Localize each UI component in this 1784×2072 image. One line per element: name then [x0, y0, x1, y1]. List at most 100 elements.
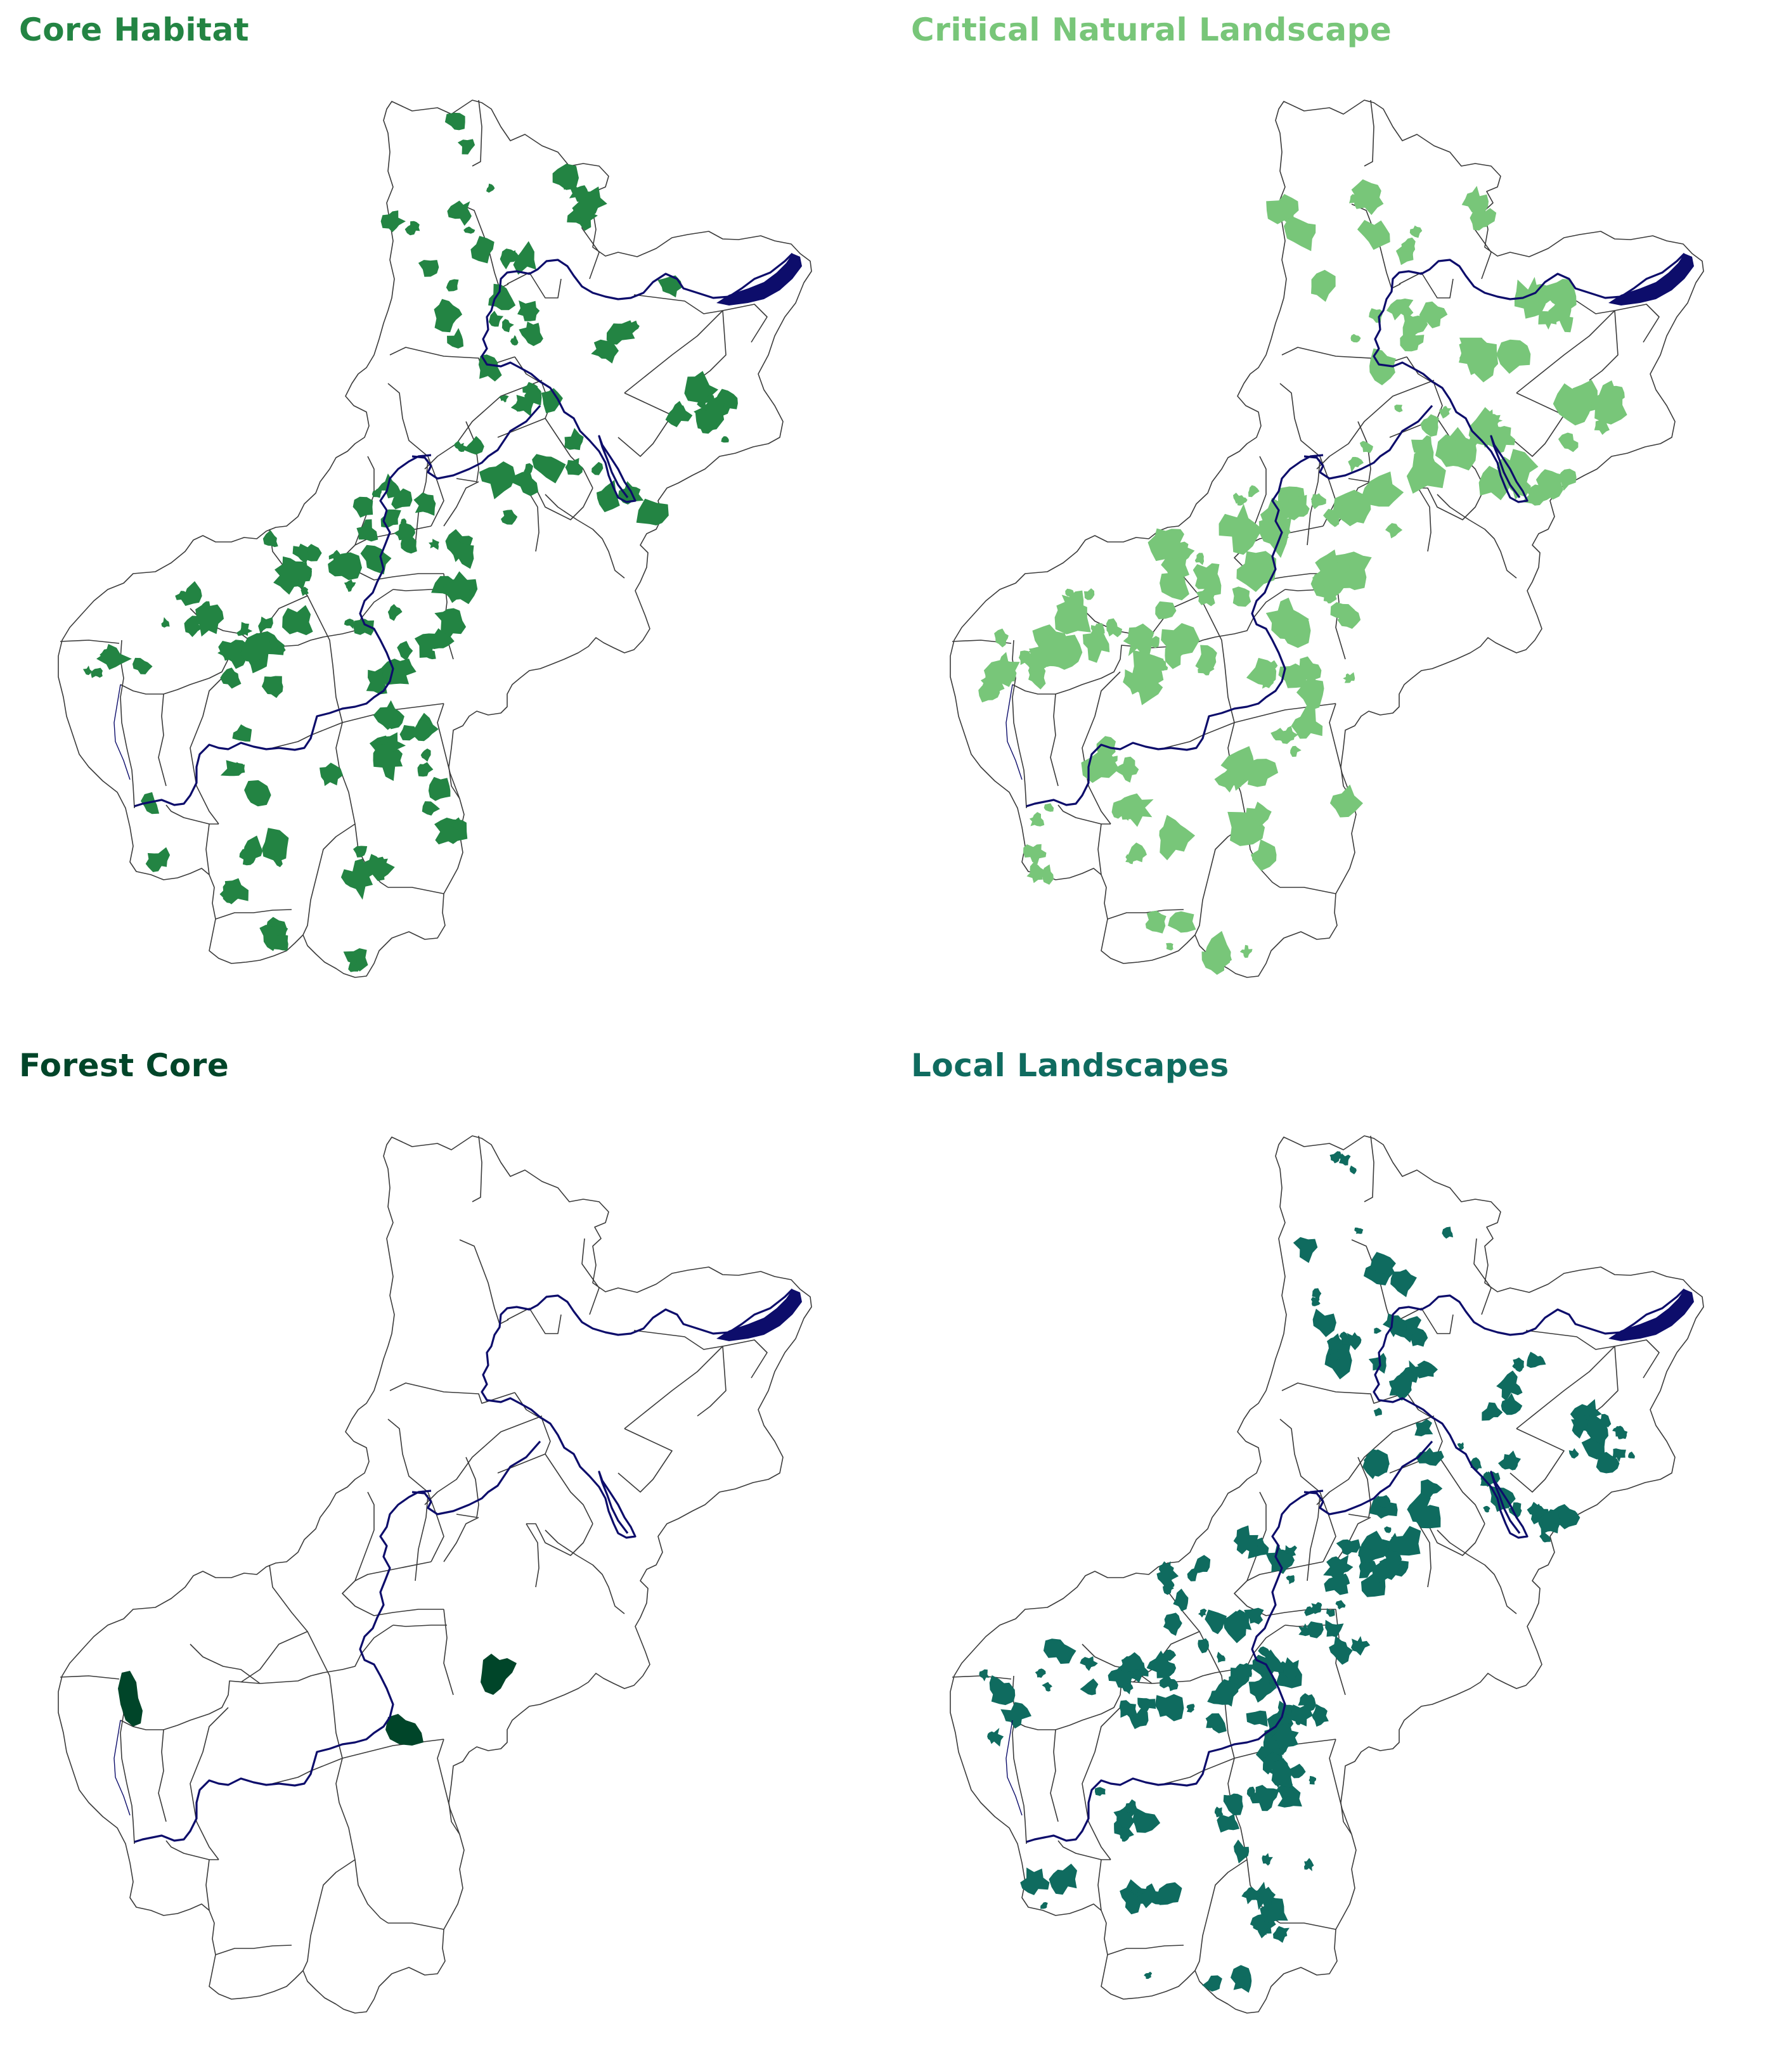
habitat-patch [262, 828, 289, 862]
habitat-patch [360, 544, 392, 575]
habitat-patch [1323, 593, 1337, 603]
habitat-patch [1217, 1651, 1225, 1663]
habitat-patch [1553, 383, 1593, 426]
habitat-patch [1193, 563, 1222, 596]
habitat-patch [1329, 1351, 1340, 1363]
municipal-boundary [633, 1330, 723, 1350]
region-outline [58, 100, 812, 978]
lake-shape [1608, 1289, 1694, 1341]
municipal-boundary [354, 1491, 375, 1581]
habitat-patch [434, 818, 468, 845]
municipal-boundary [1399, 1308, 1454, 1334]
municipal-boundary [1509, 392, 1565, 457]
municipal-boundary [60, 640, 120, 644]
habitat-patch [1323, 508, 1340, 527]
habitat-patch [1335, 1600, 1346, 1610]
habitat-patch [262, 530, 278, 548]
municipal-boundary [424, 380, 543, 470]
habitat-patch [463, 226, 475, 234]
habitat-patch [1335, 493, 1371, 527]
habitat-patch [1049, 1863, 1077, 1895]
municipal-boundary [120, 684, 164, 695]
habitat-patch [1246, 1786, 1255, 1797]
municipal-boundary [302, 823, 356, 936]
habitat-patch [1251, 853, 1265, 868]
municipal-boundary [1050, 1729, 1059, 1822]
municipal-boundary [581, 1238, 600, 1315]
habitat-patch [1508, 1502, 1522, 1518]
habitat-patch [1235, 775, 1246, 784]
habitat-patch [1144, 1971, 1153, 1979]
habitat-patch [978, 683, 1000, 703]
habitat-patch [1020, 1867, 1050, 1895]
habitat-patch [989, 1675, 1016, 1706]
municipal-boundary [1437, 1453, 1485, 1524]
habitat-patch [1351, 179, 1384, 216]
habitat-patch [1312, 549, 1351, 588]
habitat-patch [1326, 1333, 1345, 1353]
river-line [411, 404, 541, 480]
habitat-patch [1161, 1649, 1177, 1661]
habitat-patch [420, 748, 431, 762]
habitat-patch [1265, 1543, 1295, 1574]
habitat-patch [524, 463, 534, 475]
river-line [1303, 1440, 1433, 1515]
municipal-boundary [259, 589, 394, 648]
habitat-patch [1080, 1678, 1099, 1696]
habitat-patch [1369, 348, 1396, 385]
river-line [481, 252, 794, 503]
habitat-patch [1339, 1153, 1351, 1166]
habitat-patch [1035, 1668, 1046, 1678]
habitat-patch [446, 279, 459, 292]
habitat-patch [444, 112, 465, 131]
river-line [411, 1440, 541, 1515]
habitat-patch [1234, 1973, 1246, 1988]
habitat-patch [1349, 193, 1364, 209]
municipal-boundary [190, 671, 229, 825]
habitat-patch [519, 321, 543, 346]
habitat-patch [1553, 468, 1577, 491]
habitat-patch [1159, 814, 1196, 861]
map-local-landscapes [950, 1135, 1704, 2014]
habitat-patch [344, 619, 354, 629]
habitat-patch [1324, 1573, 1348, 1595]
habitat-patch [1106, 618, 1123, 638]
habitat-patch [1350, 333, 1361, 343]
habitat-patch [218, 640, 247, 669]
municipal-boundary [1208, 614, 1235, 723]
habitat-patch [1514, 276, 1546, 319]
municipal-boundary [1280, 1922, 1336, 1930]
habitat-patch [695, 409, 717, 430]
habitat-patch [387, 604, 403, 621]
habitat-patch [239, 848, 256, 866]
habitat-patch [1385, 523, 1403, 539]
municipal-boundary [1246, 1491, 1267, 1581]
habitat-patch [1187, 1568, 1199, 1581]
habitat-patch [413, 492, 436, 516]
habitat-patch [1037, 864, 1054, 885]
habitat-patch [1168, 911, 1196, 933]
region-outline [950, 1135, 1704, 2014]
habitat-patch [1407, 1493, 1431, 1522]
municipal-boundary [1055, 1680, 1153, 1730]
habitat-patch [721, 436, 729, 443]
habitat-patch [1401, 237, 1416, 255]
habitat-patch [223, 882, 243, 904]
habitat-patch [1198, 1638, 1209, 1654]
municipal-boundary [456, 1457, 479, 1518]
habitat-patch [353, 619, 374, 636]
habitat-patch [1542, 279, 1577, 311]
habitat-patch [451, 817, 465, 830]
habitat-patch [994, 628, 1009, 648]
municipal-boundary [1351, 203, 1401, 289]
habitat-patch [399, 724, 417, 741]
region-outline [58, 1135, 812, 2014]
habitat-patch [1311, 269, 1336, 302]
habitat-patch [1223, 1611, 1247, 1644]
municipal-boundary [545, 418, 593, 489]
municipal-boundary [272, 722, 343, 749]
municipal-boundary [388, 887, 444, 894]
habitat-patch [91, 667, 103, 678]
habitat-patch [1163, 1612, 1182, 1636]
habitat-patch [1326, 1608, 1335, 1617]
